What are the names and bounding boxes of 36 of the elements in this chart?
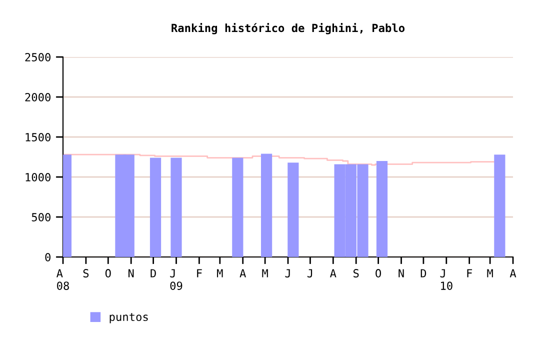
x-tick-label: N	[398, 269, 404, 278]
x-tick-label: M	[487, 269, 493, 278]
bar	[150, 158, 162, 257]
x-tick-label: J 10	[440, 269, 452, 290]
x-tick-label: D	[420, 269, 426, 278]
bar	[376, 161, 388, 257]
x-tick-label: J	[307, 269, 312, 278]
x-tick-label: F	[197, 269, 202, 278]
x-tick-label: M	[217, 269, 223, 278]
x-tick-label: O	[105, 269, 111, 278]
y-tick-label: 0	[45, 253, 50, 262]
bar	[260, 154, 272, 257]
y-tick-label: 2000	[25, 93, 50, 102]
x-tick-label: A	[510, 269, 516, 278]
x-tick-label: S	[83, 269, 89, 278]
x-tick-label: J 09	[170, 269, 182, 290]
x-tick-label: A	[240, 269, 246, 278]
bar	[170, 158, 182, 257]
x-tick-label: J	[285, 269, 290, 278]
x-tick-label: N	[128, 269, 134, 278]
x-tick-label: O	[376, 269, 382, 278]
x-tick-label: F	[467, 269, 472, 278]
y-tick-label: 1500	[26, 133, 50, 142]
bar	[494, 154, 506, 257]
bar	[288, 162, 299, 257]
y-tick-label: 1000	[26, 173, 50, 182]
x-tick-label: M	[262, 269, 268, 278]
chart-title: Ranking histórico de Pighini, Pablo	[172, 22, 405, 34]
y-tick-label: 500	[32, 213, 50, 222]
x-tick-label: S	[354, 269, 359, 278]
bar	[232, 158, 244, 257]
x-tick-label: D	[150, 269, 156, 278]
legend-label: puntos	[110, 313, 148, 324]
y-tick-label: 2500	[25, 53, 50, 62]
x-tick-label: A	[330, 269, 336, 278]
x-tick-label: A 08	[56, 269, 69, 290]
